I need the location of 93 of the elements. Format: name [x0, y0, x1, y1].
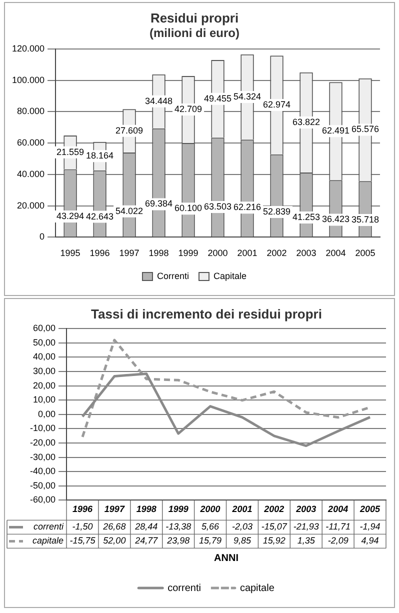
data-label: 41.253: [292, 212, 320, 222]
data-label: 15,79: [199, 536, 222, 546]
legend-label: capitale: [32, 536, 64, 546]
x-tick-label: 1999: [168, 504, 188, 514]
x-tick-label: 1995: [60, 248, 80, 258]
data-label: -1,94: [360, 522, 380, 532]
chart-title: Tassi di incremento dei residui propri: [91, 306, 322, 322]
y-tick-label: -20,00: [30, 437, 56, 448]
data-label: 9,85: [233, 536, 252, 546]
data-label: 54.022: [116, 206, 144, 216]
data-label: -15,75: [70, 536, 96, 546]
data-label: 24,77: [134, 536, 159, 546]
data-label: 52.839: [262, 206, 291, 216]
y-tick-label: 80.000: [17, 106, 45, 116]
legend-label: Correnti: [156, 270, 189, 281]
y-tick-label: 120.000: [12, 43, 45, 54]
x-tick-label: 2005: [359, 504, 382, 514]
x-tick-label: 2003: [296, 248, 316, 258]
data-label: -11,71: [326, 522, 351, 532]
data-label: 27.609: [116, 125, 144, 136]
data-label: 42.709: [174, 104, 202, 114]
data-label: 60.100: [174, 203, 202, 214]
x-tick-label: 1999: [178, 248, 198, 258]
x-tick-label: 2002: [266, 248, 287, 258]
data-label: 36.423: [322, 214, 350, 224]
data-label: -2,03: [232, 522, 252, 532]
y-tick-label: 0,00: [38, 408, 56, 419]
data-label: -21,93: [293, 522, 319, 532]
data-label: 35.718: [351, 214, 380, 225]
data-label: 23,98: [166, 536, 190, 546]
data-label: 69.384: [145, 198, 173, 209]
y-tick-label: -40,00: [30, 466, 56, 476]
y-tick-label: 10,00: [32, 394, 56, 405]
x-axis-title: ANNI: [214, 552, 239, 564]
x-tick-label: 2002: [263, 504, 284, 514]
y-tick-label: 50,00: [32, 337, 56, 348]
data-label: -2,09: [328, 536, 348, 546]
legend-label: correnti: [34, 522, 65, 532]
data-label: 26,68: [102, 522, 126, 532]
x-tick-label: 1998: [148, 248, 169, 258]
x-tick-label: 1997: [119, 248, 140, 258]
data-label: 18.164: [86, 150, 114, 161]
text: capitale: [240, 582, 274, 594]
y-tick-label: -50,00: [30, 480, 56, 490]
data-label: 63.822: [292, 116, 320, 127]
legend-label: Capitale: [213, 270, 247, 281]
data-label: 43.294: [56, 210, 84, 221]
data-label: 1,35: [297, 536, 316, 546]
y-tick-label: 60.000: [17, 138, 45, 148]
y-tick-label: -10,00: [30, 423, 56, 434]
data-label: -15,07: [261, 522, 288, 532]
data-label: 49.455: [204, 93, 232, 104]
data-label: 52,00: [103, 536, 126, 546]
data-label: 63.503: [204, 201, 232, 212]
data-label: 62.216: [234, 202, 262, 212]
x-tick-label: 2003: [295, 504, 316, 514]
y-tick-label: 20.000: [17, 200, 45, 210]
x-tick-label: 2000: [208, 248, 228, 258]
x-tick-label: 2000: [199, 504, 220, 514]
x-tick-label: 2004: [327, 504, 348, 514]
y-tick-label: -60,00: [30, 494, 56, 505]
data-label: 4,94: [361, 536, 379, 546]
data-label: 62.974: [262, 99, 291, 110]
data-label: 15,92: [262, 536, 286, 546]
data-label: 62.491: [322, 126, 350, 136]
y-tick-label: 0: [40, 232, 45, 242]
y-tick-label: 40.000: [17, 168, 45, 179]
y-tick-label: -30,00: [30, 452, 56, 462]
data-label: -13,38: [166, 522, 192, 532]
data-label: 42.643: [86, 211, 114, 222]
x-tick-label: 1996: [72, 504, 94, 514]
chart-subtitle: (milioni di euro): [150, 26, 240, 40]
x-tick-label: 2001: [231, 504, 252, 514]
y-tick-label: 100.000: [12, 74, 45, 85]
x-tick-label: 1998: [136, 504, 156, 514]
x-tick-label: 1996: [90, 248, 110, 258]
y-tick-label: 40,00: [32, 352, 56, 362]
x-tick-label: 2001: [237, 248, 258, 258]
data-label: 34.448: [145, 96, 173, 106]
data-label: 28,44: [134, 522, 158, 532]
x-tick-label: 2004: [326, 248, 346, 258]
y-tick-label: 20,00: [32, 380, 56, 390]
x-tick-label: 1997: [104, 504, 126, 514]
data-label: -1,50: [72, 522, 93, 532]
data-label: 54.324: [234, 92, 262, 102]
data-label: 21.559: [56, 146, 84, 157]
y-tick-label: 60,00: [32, 323, 56, 334]
y-tick-label: 30,00: [32, 366, 56, 376]
data-label: 65.576: [351, 124, 380, 134]
x-tick-label: 2005: [355, 248, 376, 258]
chart-title: Residui propri: [150, 10, 239, 26]
text: correnti: [168, 582, 201, 594]
data-label: 5,66: [202, 522, 220, 532]
